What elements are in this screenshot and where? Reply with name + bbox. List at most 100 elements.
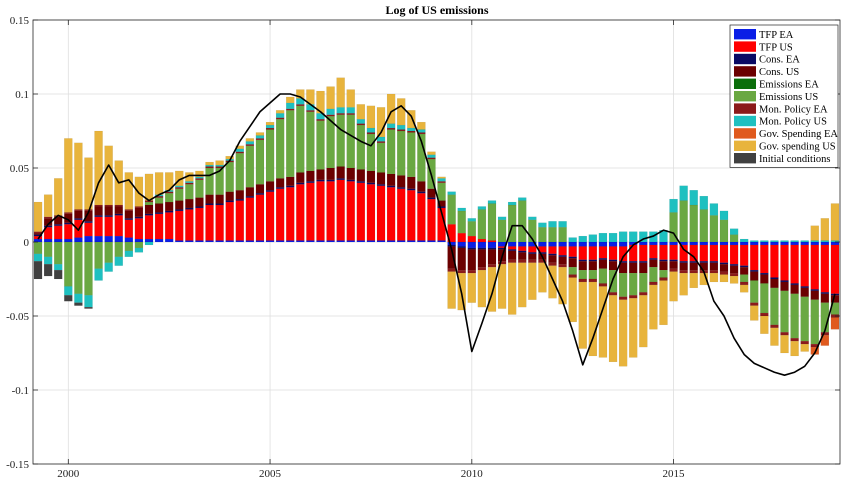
bar-segment xyxy=(84,241,93,296)
bar-segment xyxy=(699,261,709,263)
bar-segment xyxy=(830,203,840,241)
bar-segment xyxy=(598,286,608,358)
bar-segment xyxy=(729,264,739,266)
bar-segment xyxy=(639,231,648,243)
bar-segment xyxy=(618,299,628,367)
bar-segment xyxy=(679,244,688,262)
bar-segment xyxy=(43,216,53,219)
bar-segment xyxy=(760,274,769,284)
bar-segment xyxy=(175,240,184,243)
bar-segment xyxy=(356,124,366,170)
bar-segment xyxy=(376,184,386,186)
bar-segment xyxy=(43,241,53,257)
legend-label: Cons. EA xyxy=(759,55,800,66)
bar-segment xyxy=(386,173,396,186)
bar-segment xyxy=(275,113,285,118)
bar-segment xyxy=(760,272,769,275)
bar-segment xyxy=(518,259,527,263)
bar-segment xyxy=(477,249,487,268)
bar-segment xyxy=(588,259,598,262)
bar-segment xyxy=(205,161,214,166)
bar-segment xyxy=(790,240,799,243)
bar-segment xyxy=(780,290,789,333)
bar-segment xyxy=(417,129,426,133)
bar-segment xyxy=(286,185,295,188)
bar-segment xyxy=(467,247,476,250)
bar-segment xyxy=(397,98,406,126)
bar-segment xyxy=(94,215,103,217)
stacked-bars xyxy=(33,77,840,367)
bar-segment xyxy=(265,181,275,191)
bar-segment xyxy=(64,295,73,302)
bar-segment xyxy=(790,244,799,284)
bar-segment xyxy=(124,241,134,252)
bar-segment xyxy=(487,241,497,249)
legend-label: Emissions EA xyxy=(759,80,819,91)
bar-segment xyxy=(467,235,476,243)
bar-segment xyxy=(760,240,769,243)
bar-segment xyxy=(235,240,244,243)
bar-segment xyxy=(356,123,366,126)
bar-segment xyxy=(588,269,598,280)
bar-segment xyxy=(286,240,295,243)
bar-segment xyxy=(144,201,154,206)
bar-segment xyxy=(134,206,144,209)
bar-segment xyxy=(275,110,285,114)
bar-segment xyxy=(255,135,265,139)
bar-segment xyxy=(225,191,234,201)
bar-segment xyxy=(538,241,547,247)
bar-segment xyxy=(356,181,366,183)
bar-segment xyxy=(669,198,678,213)
bar-segment xyxy=(215,160,224,166)
bar-segment xyxy=(447,244,456,247)
bar-segment xyxy=(649,258,658,260)
bar-segment xyxy=(649,267,658,283)
bar-segment xyxy=(114,256,123,266)
legend-swatch xyxy=(734,29,756,40)
bar-segment xyxy=(689,269,698,274)
bar-segment xyxy=(477,209,487,240)
bar-segment xyxy=(709,244,719,262)
legend-label: Initial conditions xyxy=(759,154,830,165)
bar-segment xyxy=(548,241,557,247)
bar-segment xyxy=(417,121,426,130)
bar-segment xyxy=(729,275,739,284)
bar-segment xyxy=(185,182,194,185)
bar-segment xyxy=(639,241,648,246)
bar-segment xyxy=(810,240,819,243)
bar-segment xyxy=(397,175,406,188)
bar-segment xyxy=(154,212,164,215)
bar-segment xyxy=(820,292,830,294)
bar-segment xyxy=(558,227,567,243)
bar-segment xyxy=(558,241,567,247)
bar-segment xyxy=(175,188,184,201)
bar-segment xyxy=(185,184,194,200)
bar-segment xyxy=(608,292,618,296)
bar-segment xyxy=(74,210,83,219)
bar-segment xyxy=(346,167,355,180)
bar-segment xyxy=(124,250,134,257)
bar-segment xyxy=(487,203,497,241)
bar-segment xyxy=(407,190,416,241)
bar-segment xyxy=(336,179,345,241)
bar-segment xyxy=(578,278,587,283)
bar-segment xyxy=(74,209,83,212)
bar-segment xyxy=(366,184,376,241)
bar-segment xyxy=(195,207,204,241)
bar-segment xyxy=(366,182,376,185)
bar-segment xyxy=(144,215,154,240)
chart-title: Log of US emissions xyxy=(385,3,488,17)
bar-segment xyxy=(144,204,154,215)
bar-segment xyxy=(134,247,144,253)
bar-segment xyxy=(427,151,436,155)
bar-segment xyxy=(175,185,184,188)
bar-segment xyxy=(820,241,830,246)
bar-segment xyxy=(719,241,729,246)
bar-segment xyxy=(830,241,840,246)
bar-segment xyxy=(336,178,345,180)
bar-segment xyxy=(235,198,244,201)
bar-segment xyxy=(407,240,416,243)
bar-segment xyxy=(386,129,396,175)
bar-segment xyxy=(175,187,184,189)
bar-segment xyxy=(770,241,779,246)
